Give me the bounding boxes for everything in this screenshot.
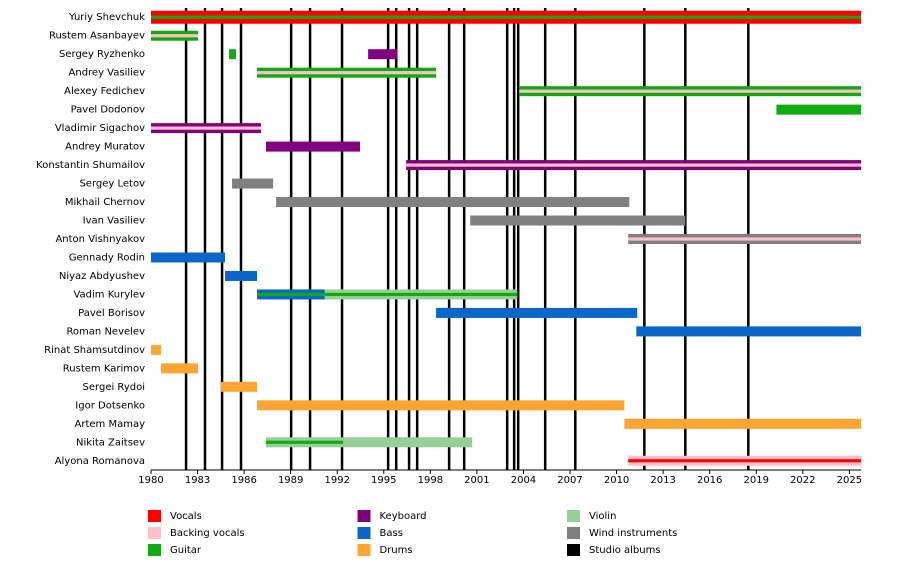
legend-swatch <box>567 527 580 539</box>
role-stripe <box>256 292 325 297</box>
role-stripe <box>628 237 861 241</box>
role-bar <box>636 326 861 337</box>
role-bar <box>343 437 473 448</box>
member-name: Konstantin Shumailov <box>36 160 145 171</box>
member-name: Andrey Muratov <box>65 142 145 153</box>
x-tick-label: 1995 <box>371 475 396 486</box>
role-bar <box>776 104 861 115</box>
legend-swatch <box>567 544 580 556</box>
role-bar <box>276 197 630 208</box>
member-name: Mikhail Chernov <box>65 197 145 208</box>
x-tick-label: 1998 <box>418 475 443 486</box>
member-name: Pavel Borisov <box>78 308 145 319</box>
role-bar <box>368 49 398 60</box>
member-name: Anton Vishnyakov <box>55 234 145 245</box>
legend-swatch <box>357 527 371 539</box>
x-tick-label: 2013 <box>650 475 675 486</box>
role-stripe <box>256 71 437 75</box>
legend-label: Drums <box>380 545 413 556</box>
legend-swatch <box>148 527 161 539</box>
member-name: Vadim Kurylev <box>73 289 145 300</box>
member-name: Yuriy Shevchuk <box>68 12 145 23</box>
role-bar <box>229 49 237 60</box>
role-stripe <box>519 89 861 93</box>
x-tick-label: 2010 <box>604 475 629 486</box>
legend-swatch <box>148 510 161 522</box>
legend-swatch <box>357 510 371 522</box>
member-name: Andrey Vasiliev <box>69 68 146 79</box>
member-name: Sergei Rydoi <box>83 382 145 393</box>
member-name: Ivan Vasiliev <box>83 216 145 227</box>
member-name: Niyaz Abdyushev <box>59 271 145 282</box>
member-name: Nikita Zaitsev <box>76 437 145 448</box>
role-bar <box>151 344 161 355</box>
role-stripe <box>628 459 861 463</box>
legend-label: Wind instruments <box>589 528 677 539</box>
member-name: Gennady Rodin <box>69 252 145 263</box>
member-name: Alexey Fedichev <box>64 86 145 97</box>
role-stripe <box>406 163 861 167</box>
x-tick-label: 2004 <box>511 475 536 486</box>
role-stripe <box>265 440 344 444</box>
member-name: Pavel Dodonov <box>71 105 145 116</box>
member-name: Igor Dotsenko <box>75 400 145 411</box>
role-stripe <box>324 292 518 297</box>
x-tick-label: 1989 <box>278 475 303 486</box>
role-bar <box>470 215 686 226</box>
x-tick-label: 2016 <box>697 475 722 486</box>
x-tick-label: 1992 <box>325 475 350 486</box>
member-name: Roman Nevelev <box>66 326 145 337</box>
legend-label: Vocals <box>170 511 202 522</box>
x-tick-label: 2007 <box>557 475 582 486</box>
role-stripe <box>151 34 199 38</box>
x-tick-label: 2022 <box>790 475 815 486</box>
member-name: Alyona Romanova <box>55 456 145 467</box>
role-bar <box>160 363 199 374</box>
role-bar <box>225 270 257 281</box>
role-bar <box>265 141 361 152</box>
member-name: Sergey Letov <box>79 179 145 190</box>
member-name: Rustem Asanbayev <box>49 31 145 42</box>
role-bar <box>256 400 625 411</box>
role-bar <box>220 381 257 392</box>
legend-label: Guitar <box>170 545 202 556</box>
x-tick-label: 2019 <box>744 475 769 486</box>
legend-label: Keyboard <box>380 511 427 522</box>
x-tick-label: 2025 <box>837 475 862 486</box>
role-bar <box>232 178 274 189</box>
role-bar <box>151 252 226 263</box>
member-name: Rinat Shamsutdinov <box>44 345 145 356</box>
x-tick-label: 2001 <box>464 475 489 486</box>
legend-label: Studio albums <box>589 545 661 556</box>
role-bar <box>624 418 861 429</box>
x-tick-label: 1980 <box>138 475 163 486</box>
x-tick-label: 1986 <box>231 475 256 486</box>
legend-label: Bass <box>380 528 403 539</box>
legend-label: Violin <box>589 511 616 522</box>
role-bar <box>436 307 638 318</box>
legend-swatch <box>357 544 371 556</box>
legend-swatch <box>567 510 580 522</box>
member-name: Rustem Karimov <box>63 363 145 374</box>
member-name: Vladimir Sigachov <box>55 123 145 134</box>
member-name: Sergey Ryzhenko <box>59 49 145 60</box>
role-stripe <box>151 126 262 130</box>
x-tick-label: 1983 <box>185 475 210 486</box>
role-stripe <box>151 15 861 19</box>
member-name: Artem Mamay <box>75 419 146 430</box>
legend-label: Backing vocals <box>170 528 245 539</box>
legend-swatch <box>148 544 161 556</box>
